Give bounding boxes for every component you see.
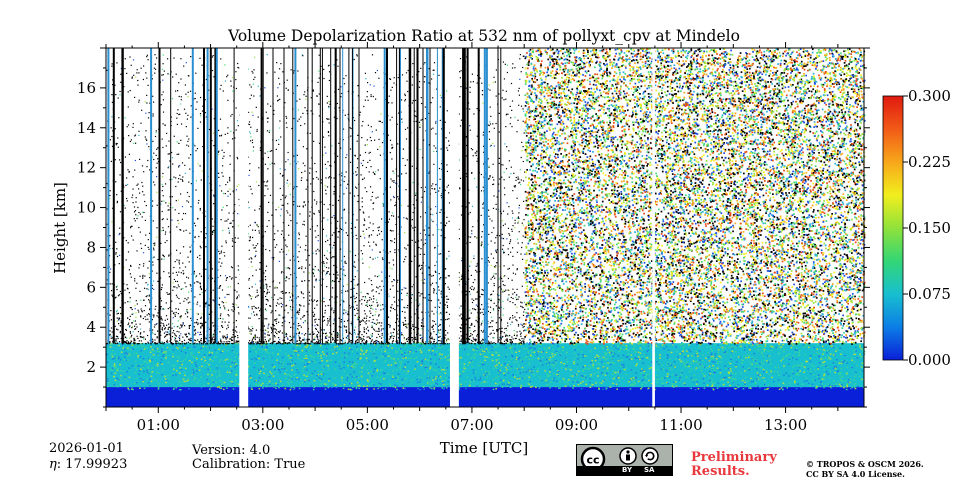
colorbar-tick-label: 0.300 [908, 87, 951, 105]
cc-icon-label: cc [586, 454, 599, 467]
x-tick-label: 11:00 [659, 416, 702, 434]
y-tick-label: 12 [77, 159, 96, 177]
y-tick-label: 4 [86, 318, 96, 336]
y-tick-label: 6 [86, 278, 96, 296]
calibration-text: Calibration: True [192, 457, 305, 472]
cc-by-label: BY [622, 466, 632, 475]
x-tick-label: 13:00 [764, 416, 807, 434]
preliminary-label: Preliminary [691, 450, 777, 465]
y-tick-label: 10 [77, 199, 96, 217]
eta-text: η: 17.99923 [49, 457, 127, 472]
data-gap [652, 48, 655, 407]
y-axis-label: Height [km] [51, 182, 69, 274]
y-tick-label: 16 [77, 79, 96, 97]
x-tick-label: 05:00 [346, 416, 389, 434]
colorbar: 0.000 0.075 0.150 0.225 0.300 [883, 87, 951, 369]
x-tick-label: 01:00 [137, 416, 180, 434]
y-tick-label: 8 [86, 238, 96, 256]
y-tick-label: 14 [77, 119, 96, 137]
date-text: 2026-01-01 [49, 441, 124, 456]
colorbar-gradient [883, 96, 903, 360]
x-tick-label: 09:00 [555, 416, 598, 434]
data-gap [450, 48, 459, 407]
colorbar-tick-label: 0.225 [908, 153, 951, 171]
results-label: Results. [691, 464, 750, 479]
version-text: Version: 4.0 [192, 443, 270, 458]
colorbar-ticks: 0.000 0.075 0.150 0.225 0.300 [903, 87, 951, 369]
colorbar-tick-label: 0.000 [908, 351, 951, 369]
license-text: CC BY SA 4.0 License. [806, 469, 905, 480]
x-axis-label: Time [UTC] [440, 439, 529, 457]
colorbar-tick-label: 0.075 [908, 285, 951, 303]
eta-value: : 17.99923 [57, 457, 128, 472]
colorbar-tick-label: 0.150 [908, 219, 951, 237]
data-gap [239, 48, 248, 407]
sa-icon [642, 448, 658, 464]
cc-license-badge: cc BY SA [576, 444, 673, 476]
eta-symbol: η [49, 457, 57, 472]
x-tick-label: 07:00 [450, 416, 493, 434]
y-tick-label: 2 [86, 358, 96, 376]
figure: Volume Depolarization Ratio at 532 nm of… [0, 0, 960, 480]
chart-title: Volume Depolarization Ratio at 532 nm of… [227, 27, 740, 45]
x-tick-label: 03:00 [241, 416, 284, 434]
plot-area [106, 48, 866, 407]
layer-band [106, 387, 864, 407]
cc-sa-label: SA [644, 466, 654, 475]
